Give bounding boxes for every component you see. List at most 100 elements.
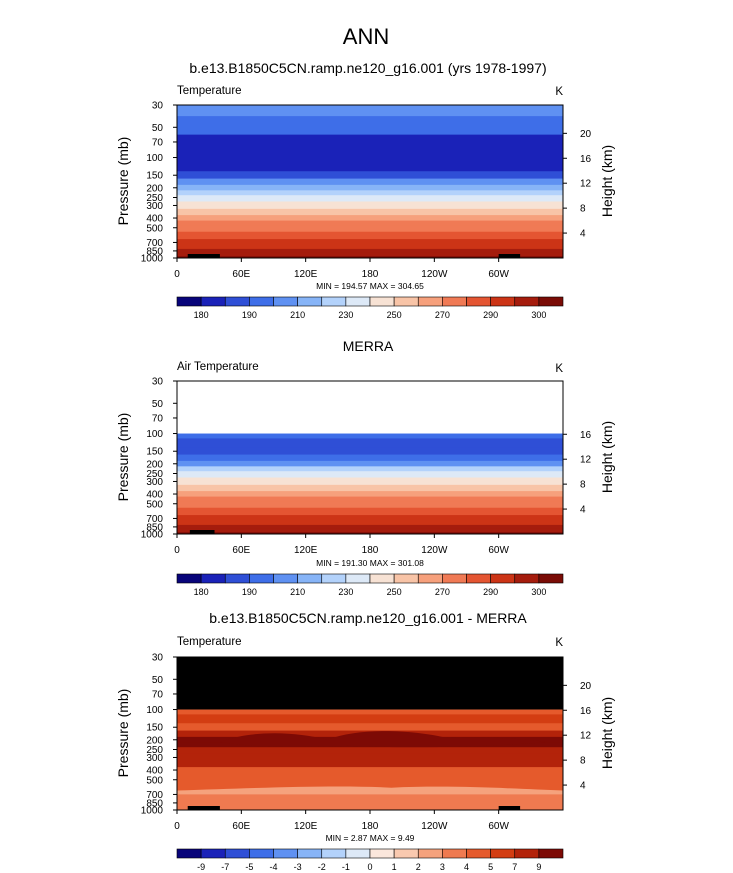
y-tick-label: 250 xyxy=(146,193,163,204)
y-tick-label: 400 xyxy=(146,490,163,501)
contour-band xyxy=(177,248,563,254)
contour-band xyxy=(177,804,563,809)
y-tick-label: 400 xyxy=(146,766,163,777)
x-tick-label: 120E xyxy=(294,821,318,832)
y-tick-label: 850 xyxy=(146,798,163,809)
colorbar-label: 270 xyxy=(435,587,450,597)
y2-tick-label: 20 xyxy=(580,129,592,140)
colorbar-swatch xyxy=(176,848,202,859)
contour-band xyxy=(177,501,563,509)
y-tick-label: 300 xyxy=(146,753,163,764)
colorbar-label: 230 xyxy=(338,310,353,320)
contour-band xyxy=(177,800,563,806)
colorbar-swatch xyxy=(369,296,395,307)
colorbar-label: 190 xyxy=(242,310,257,320)
colorbar-swatch xyxy=(490,848,516,859)
colorbar-swatch xyxy=(417,848,443,859)
contour-band xyxy=(177,796,563,802)
colorbar-label: 7 xyxy=(512,862,517,872)
panel-difference: b.e13.B1850C5CN.ramp.ne120_g16.001 - MER… xyxy=(115,610,615,872)
contour-band xyxy=(177,709,563,715)
colorbar-label: 190 xyxy=(242,587,257,597)
colorbar-label: 3 xyxy=(440,862,445,872)
y-tick-label: 150 xyxy=(146,447,163,458)
plot-area: 3050701001502002503004005007008501000481… xyxy=(141,653,592,833)
y-tick-label: 200 xyxy=(146,183,163,194)
min-max-text: MIN = 191.30 MAX = 301.08 xyxy=(316,558,424,568)
colorbar-swatch xyxy=(466,573,491,584)
x-tick-label: 60E xyxy=(232,269,250,280)
colorbar-label: 180 xyxy=(194,310,209,320)
panel-title: b.e13.B1850C5CN.ramp.ne120_g16.001 - MER… xyxy=(209,610,527,626)
panel-title: MERRA xyxy=(343,338,394,354)
colorbar-label: -7 xyxy=(221,862,229,872)
contour-band xyxy=(177,195,563,202)
y-axis-label: Pressure (mb) xyxy=(115,413,131,502)
min-max-text: MIN = 194.57 MAX = 304.65 xyxy=(316,281,424,291)
x-tick-label: 60W xyxy=(488,545,509,556)
colorbar-swatch xyxy=(200,296,226,307)
x-tick-label: 60W xyxy=(488,269,509,280)
y-tick-label: 100 xyxy=(146,429,163,440)
contour-band xyxy=(177,491,563,498)
y-tick-label: 500 xyxy=(146,223,163,234)
contour-band xyxy=(177,116,563,136)
x-tick-label: 120E xyxy=(294,269,318,280)
x-tick-label: 120E xyxy=(294,545,318,556)
figure-title: ANN xyxy=(343,24,389,49)
terrain-mask xyxy=(498,806,521,810)
colorbar-label: -9 xyxy=(197,862,205,872)
contour-band xyxy=(177,714,563,724)
y-tick-label: 250 xyxy=(146,745,163,756)
colorbar-swatch xyxy=(514,573,540,584)
x-tick-label: 120W xyxy=(421,545,448,556)
contour-band xyxy=(177,532,563,535)
y-tick-label: 1000 xyxy=(141,530,164,541)
y-tick-label: 50 xyxy=(152,399,164,410)
y-axis-label: Pressure (mb) xyxy=(115,137,131,226)
y2-tick-label: 12 xyxy=(580,179,592,190)
y-tick-label: 250 xyxy=(146,469,163,480)
colorbar-swatch xyxy=(176,296,202,307)
contour-band xyxy=(177,808,563,811)
colorbar-swatch xyxy=(345,296,371,307)
colorbar-label: 180 xyxy=(194,587,209,597)
y-tick-label: 1000 xyxy=(141,254,164,265)
colorbar-swatch xyxy=(490,573,516,584)
contour-band xyxy=(177,225,563,233)
colorbar-label: -4 xyxy=(269,862,277,872)
contour-band xyxy=(177,528,563,533)
colorbar-swatch xyxy=(417,296,443,307)
colorbar-swatch xyxy=(442,573,467,584)
y2-axis-label: Height (km) xyxy=(599,145,615,217)
colorbar-swatch xyxy=(466,848,491,859)
contour-band xyxy=(177,184,563,191)
panel-left-label: Temperature xyxy=(177,636,242,648)
colorbar-swatch xyxy=(538,573,564,584)
y2-tick-label: 16 xyxy=(580,706,592,717)
colorbar-swatch xyxy=(297,573,323,584)
colorbar-label: -5 xyxy=(245,862,253,872)
y2-tick-label: 8 xyxy=(580,756,586,767)
contour-band xyxy=(177,239,563,246)
colorbar-swatch xyxy=(249,296,274,307)
terrain-mask xyxy=(204,254,214,258)
colorbar-swatch xyxy=(273,573,298,584)
contour-band xyxy=(177,190,563,196)
colorbar-swatch xyxy=(514,848,540,859)
y2-tick-label: 4 xyxy=(580,505,586,516)
panel-title: b.e13.B1850C5CN.ramp.ne120_g16.001 (yrs … xyxy=(189,60,546,76)
y-tick-label: 200 xyxy=(146,735,163,746)
contour-band xyxy=(177,466,563,472)
y-tick-label: 30 xyxy=(152,653,164,664)
colorbar-label: 300 xyxy=(531,310,546,320)
colorbar-label: 270 xyxy=(435,310,450,320)
y-tick-label: 100 xyxy=(146,705,163,716)
contour-band xyxy=(177,215,563,222)
colorbar-swatch xyxy=(200,848,226,859)
y-tick-label: 50 xyxy=(152,675,164,686)
x-tick-label: 180 xyxy=(362,545,379,556)
colorbar-swatch xyxy=(321,848,347,859)
panel-left-label: Air Temperature xyxy=(177,361,259,373)
